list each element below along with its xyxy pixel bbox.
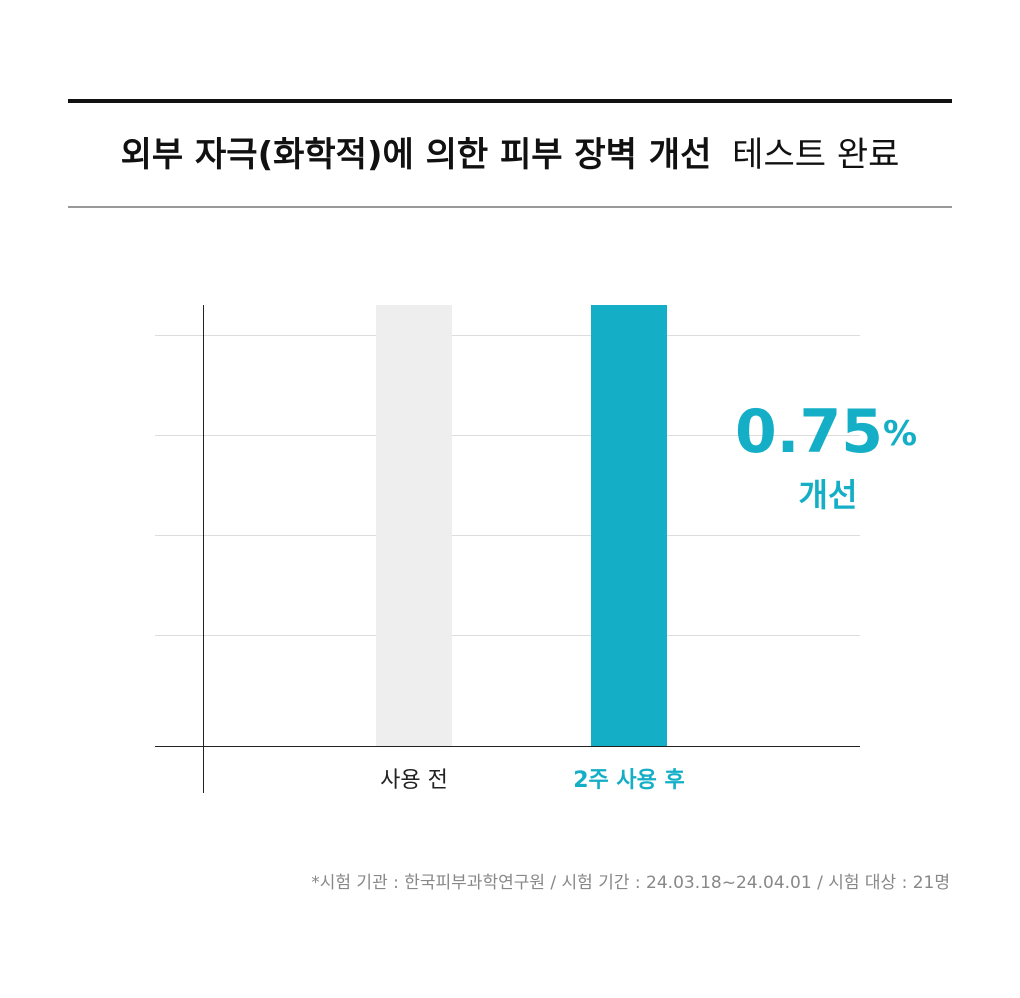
bars (376, 305, 667, 746)
annotation-number: 0.75 (735, 397, 883, 467)
title-bold: 외부 자극(화학적)에 의한 피부 장벽 개선 (121, 135, 712, 175)
grid (155, 335, 860, 636)
chart-title: 외부 자극(화학적)에 의한 피부 장벽 개선 테스트 완료 (121, 135, 900, 175)
annotation-value: 0.75% (735, 397, 917, 467)
footnote: *시험 기관 : 한국피부과학연구원 / 시험 기간 : 24.03.18~24… (311, 873, 950, 893)
x-tick-label: 2주 사용 후 (573, 768, 685, 793)
title-regular: 테스트 완료 (732, 135, 899, 175)
annotation-text: 개선 (799, 476, 858, 514)
title-rule (68, 99, 952, 103)
bar (591, 305, 667, 746)
bar (376, 305, 452, 746)
annotation-unit: % (883, 414, 917, 454)
x-tick-label: 사용 전 (380, 768, 448, 793)
